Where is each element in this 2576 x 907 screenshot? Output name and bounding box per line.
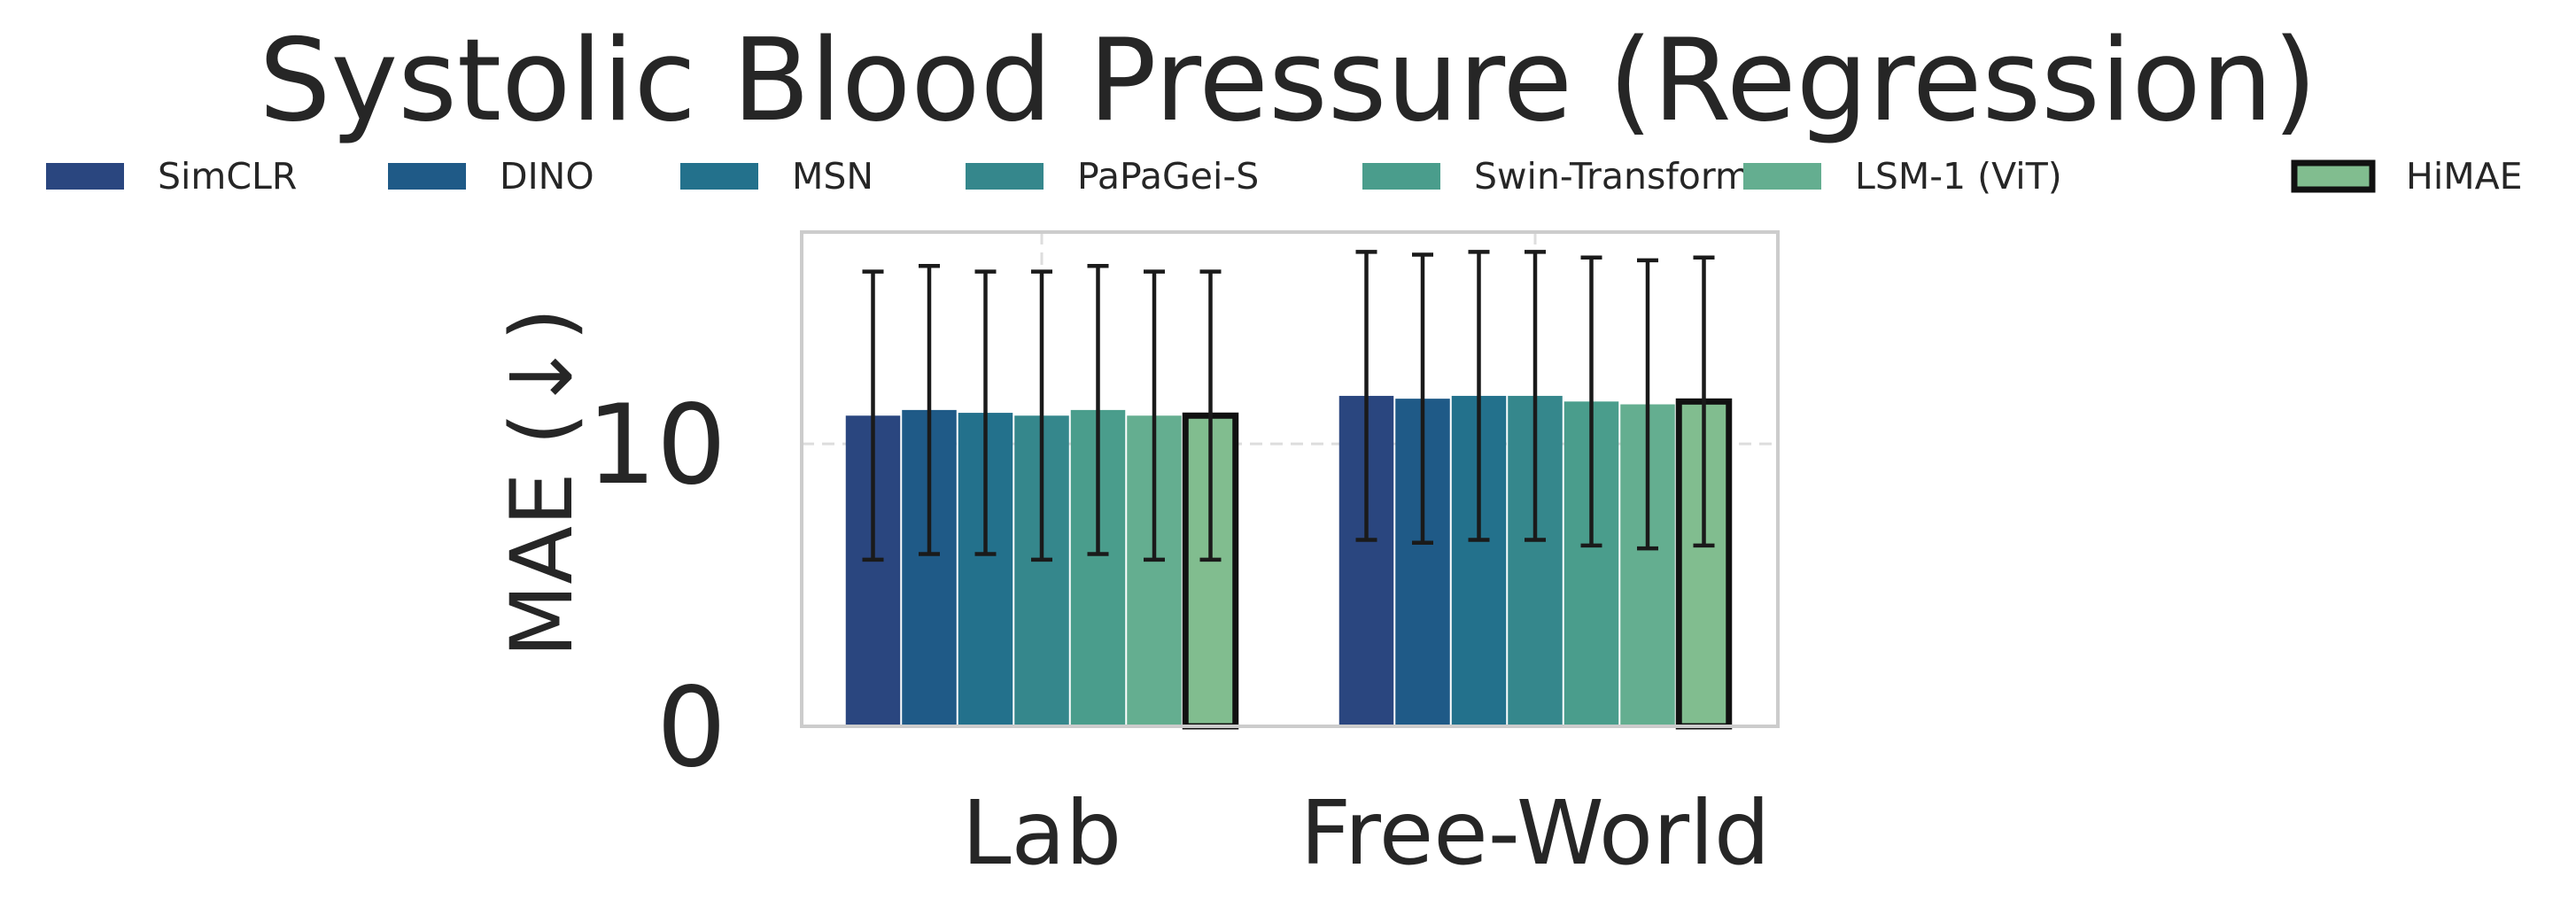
legend-label-swin-transformer: Swin-Transformer (1474, 155, 1788, 198)
error-bar-msn-lab (974, 269, 997, 556)
x-category-label-free-world: Free-World (1300, 781, 1771, 885)
legend-label-dino: DINO (500, 155, 594, 198)
error-bar-dino-lab (919, 264, 940, 556)
legend-label-himae: HiMAE (2406, 155, 2523, 198)
error-bar-papagei-s-lab (1031, 269, 1052, 562)
x-category-labels: Lab Free-World (962, 781, 1771, 885)
legend-swatch-papagei-s (966, 163, 1044, 190)
legend-label-simclr: SimCLR (158, 155, 297, 198)
legend-swatch-simclr (46, 163, 124, 190)
legend-label-papagei-s: PaPaGei-S (1077, 155, 1259, 198)
error-bar-msn-free-world (1468, 250, 1490, 542)
bars (845, 395, 1733, 730)
error-bar-simclr-free-world (1355, 250, 1377, 542)
error-bar-dino-free-world (1412, 252, 1433, 545)
legend-item-himae: HiMAE (2291, 155, 2523, 198)
legend-swatch-swin-transformer (1362, 163, 1440, 190)
y-tick-label-10: 10 (586, 382, 726, 509)
y-tick-labels: 0 10 (586, 382, 726, 792)
error-bar-lsm-1-vit-free-world (1637, 258, 1658, 551)
legend-item-lsm-1-vit: LSM-1 (ViT) (1743, 155, 2062, 198)
y-tick-label-0: 0 (656, 664, 726, 792)
error-bar-lsm-1-vit-lab (1144, 269, 1165, 562)
legend-swatch-msn (680, 163, 758, 190)
error-bar-papagei-s-free-world (1525, 250, 1546, 542)
legend-item-msn: MSN (680, 155, 873, 198)
error-bars (862, 250, 1715, 562)
y-axis-label: MAE (↓) (493, 307, 592, 657)
error-bar-himae-lab (1199, 269, 1222, 562)
legend-swatch-himae (2291, 159, 2376, 193)
error-bar-simclr-lab (862, 269, 884, 562)
error-bar-swin-transformer-lab (1087, 264, 1109, 556)
legend-item-swin-transformer: Swin-Transformer (1362, 155, 1788, 198)
legend-item-simclr: SimCLR (46, 155, 297, 198)
legend-swatch-lsm-1-vit (1743, 163, 1821, 190)
legend-label-lsm-1-vit: LSM-1 (ViT) (1855, 155, 2062, 198)
x-category-label-lab: Lab (962, 781, 1121, 885)
error-bar-swin-transformer-free-world (1580, 255, 1602, 548)
legend-swatch-dino (388, 163, 466, 190)
chart-title: Systolic Blood Pressure (Regression) (259, 15, 2317, 147)
plot-frame (800, 230, 1780, 728)
legend: SimCLR DINO MSN PaPaGei-S Swin-Transformer LS… (46, 155, 2523, 198)
error-bar-himae-free-world (1693, 255, 1715, 548)
legend-item-dino: DINO (388, 155, 594, 198)
legend-label-msn: MSN (792, 155, 873, 198)
legend-item-papagei-s: PaPaGei-S (966, 155, 1259, 198)
